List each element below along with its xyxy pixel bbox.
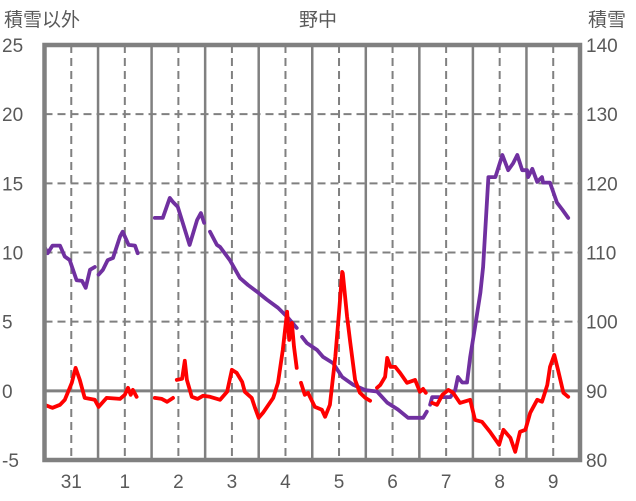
x-tick-label: 2 — [173, 472, 184, 493]
snow-depth-line — [208, 229, 299, 330]
snow-depth-line — [428, 153, 571, 407]
snow-depth-line — [96, 229, 140, 277]
x-tick-label: 3 — [227, 472, 238, 493]
right-tick-label: 140 — [586, 36, 618, 57]
right-tick-label: 100 — [586, 313, 618, 334]
other-line — [375, 355, 428, 395]
x-tick-label: 4 — [280, 472, 291, 493]
snow-depth-line — [300, 334, 429, 420]
snow-depth-line — [42, 243, 97, 290]
other-line — [152, 395, 175, 404]
other-line — [174, 309, 299, 420]
left-tick-label: 10 — [2, 244, 23, 265]
x-tick-label: 8 — [494, 472, 505, 493]
x-tick-label: 31 — [61, 472, 82, 493]
x-tick-label: 6 — [387, 472, 398, 493]
chart-title: 野中 — [299, 9, 337, 31]
x-tick-label: 5 — [334, 472, 345, 493]
right-tick-label: 110 — [586, 244, 616, 265]
x-tick-label: 1 — [120, 472, 131, 493]
other-line — [430, 352, 571, 454]
left-tick-label: -5 — [2, 451, 19, 472]
left-tick-label: 25 — [2, 36, 23, 57]
left-axis-title: 積雪以外 — [4, 9, 80, 31]
tick-labels: 25 20 15 10 5 0 -5 140 130 120 110 100 90 80 31 1 2 3 4 5 6 7… — [2, 36, 618, 493]
other-line — [42, 365, 139, 410]
x-tick-label: 9 — [548, 472, 559, 493]
x-tick-label: 7 — [441, 472, 452, 493]
right-tick-label: 80 — [586, 451, 607, 472]
left-tick-label: 20 — [2, 105, 23, 126]
series-lines — [42, 153, 571, 454]
right-tick-label: 90 — [586, 382, 607, 403]
left-tick-label: 5 — [2, 313, 13, 334]
right-tick-label: 130 — [586, 105, 618, 126]
right-axis-title: 積雪 — [588, 9, 626, 31]
left-tick-label: 0 — [2, 382, 13, 403]
left-tick-label: 15 — [2, 174, 23, 195]
other-line — [299, 269, 373, 419]
snow-depth-line — [152, 195, 207, 247]
plot-border — [42, 42, 583, 463]
right-tick-label: 120 — [586, 174, 618, 195]
gridlines — [44, 45, 580, 460]
